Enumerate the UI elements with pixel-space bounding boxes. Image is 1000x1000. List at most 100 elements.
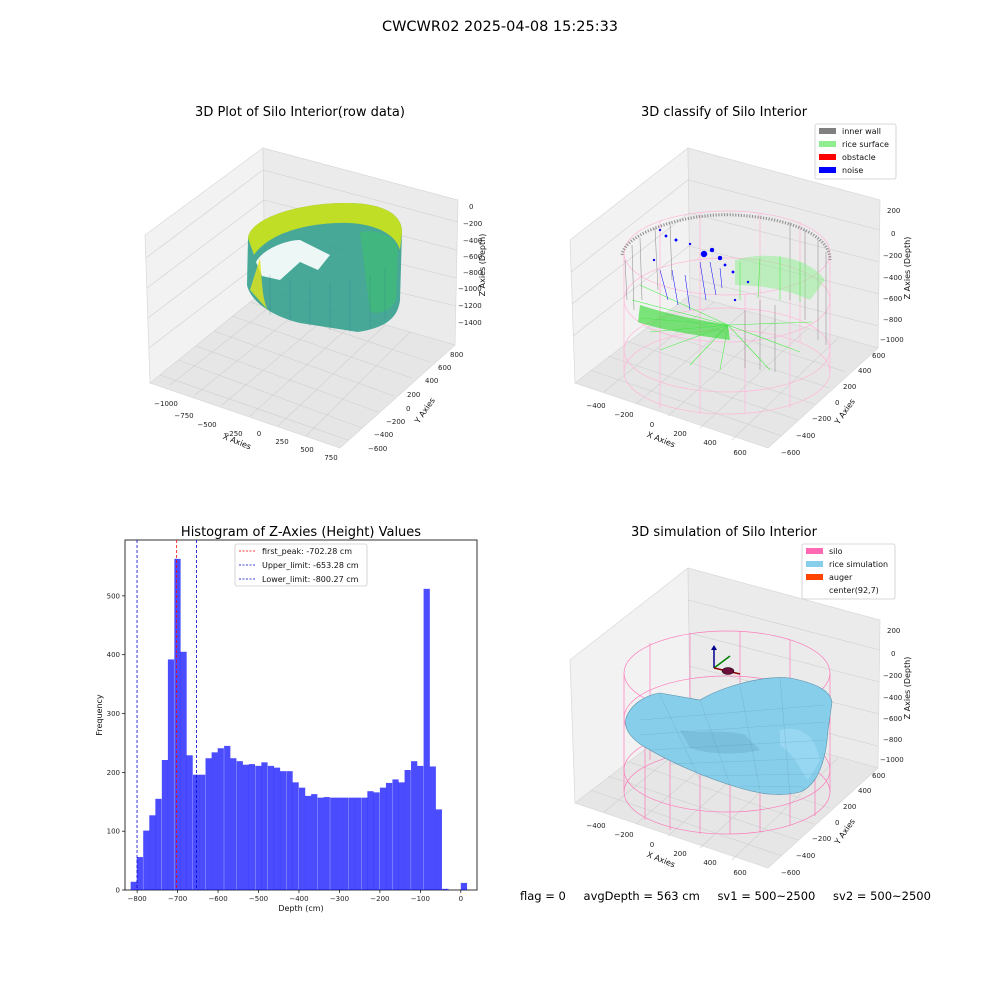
histogram-bar xyxy=(161,760,169,890)
histogram-bars xyxy=(130,558,468,890)
histogram-xtick-label: −500 xyxy=(249,895,268,903)
simulation-xtick: −200 xyxy=(614,831,633,839)
histogram-bar xyxy=(342,797,349,890)
classify-ytick: −200 xyxy=(812,415,831,423)
histogram-reference-lines xyxy=(136,540,197,890)
legend-swatch-obstacle xyxy=(819,154,836,160)
classify-ytick: 0 xyxy=(835,399,839,407)
histogram-bar xyxy=(361,797,368,890)
raw-ytick: 0 xyxy=(406,405,410,413)
classify-ytick: −400 xyxy=(796,432,815,440)
simulation-ztick: 0 xyxy=(891,650,895,658)
histogram-xtick-label: −200 xyxy=(370,895,389,903)
legend-label: rice simulation xyxy=(829,560,888,569)
legend-swatch-noise xyxy=(819,167,836,173)
raw-xtick: −1000 xyxy=(154,400,178,408)
raw-ytick: −200 xyxy=(386,418,405,426)
classify-zlabel: Z Axies (Depth) xyxy=(903,237,912,300)
histogram-ytick-label: 500 xyxy=(107,592,120,600)
classify-silo-wireframe xyxy=(623,210,831,415)
raw-ztick: −800 xyxy=(463,269,482,277)
raw-y-ticks: −600 −400 −200 0 200 400 600 800 xyxy=(368,351,463,453)
histogram-bar xyxy=(211,752,218,890)
simulation-ztick: −600 xyxy=(883,715,902,723)
histogram-y-ticks: 0 100 200 300 400 500 xyxy=(107,592,125,895)
histogram-bar xyxy=(298,787,306,890)
raw-xtick: 500 xyxy=(300,446,313,454)
histogram-bar xyxy=(404,770,411,890)
classify-rice-surface xyxy=(631,255,825,371)
classify-ztick: −200 xyxy=(883,252,902,260)
histogram-ytick-label: 300 xyxy=(107,710,120,718)
histogram-bar xyxy=(136,857,143,890)
histogram-bar xyxy=(348,797,355,890)
simulation-ytick: 0 xyxy=(835,819,839,827)
classify-y-ticks: −600 −400 −200 0 200 400 600 xyxy=(781,352,885,457)
legend-label: noise xyxy=(842,166,863,175)
histogram-ytick-label: 200 xyxy=(107,769,120,777)
auger-marker xyxy=(721,667,735,675)
raw-xtick: −250 xyxy=(223,430,242,438)
histogram-bar xyxy=(186,755,193,890)
histogram-x-ticks: −800 −700 −600 −500 −400 −300 −200 −100 0 xyxy=(128,890,463,903)
legend-label: inner wall xyxy=(842,127,881,136)
histogram-bar xyxy=(392,779,399,890)
legend-swatch-auger xyxy=(806,574,823,580)
histogram-bar xyxy=(174,558,181,890)
simulation-ytick: −400 xyxy=(796,852,815,860)
raw-xtick: −500 xyxy=(197,421,216,429)
legend-label: Upper_limit: -653.28 cm xyxy=(262,561,359,570)
legend-swatch-rice-simulation xyxy=(806,561,823,567)
histogram-bar xyxy=(411,761,418,890)
raw-ztick: −400 xyxy=(463,237,482,245)
legend-swatch-rice-surface xyxy=(819,141,836,147)
simulation-xtick: −400 xyxy=(586,822,605,830)
panel-classify: 3D classify of Silo Interior xyxy=(569,105,912,457)
histogram-xtick-label: −700 xyxy=(168,895,187,903)
legend-label: first_peak: -702.28 cm xyxy=(262,547,352,556)
histogram-title: Histogram of Z-Axies (Height) Values xyxy=(181,525,421,540)
histogram-bar xyxy=(248,764,256,890)
classify-xtick: −200 xyxy=(614,411,633,419)
classify-ytick: 600 xyxy=(872,352,885,360)
histogram-bar xyxy=(423,588,430,890)
histogram-bar xyxy=(279,771,287,890)
classify-ztick: −800 xyxy=(883,316,902,324)
raw-xtick: −750 xyxy=(174,412,193,420)
raw-ytick: −400 xyxy=(374,431,393,439)
simulation-ytick: 400 xyxy=(858,787,871,795)
raw-xtick: 0 xyxy=(257,430,261,438)
classify-axes-box xyxy=(569,147,881,449)
avg-depth-text: avgDepth = 563 cm xyxy=(583,889,700,903)
histogram-bar xyxy=(336,797,343,890)
raw-ztick: −1200 xyxy=(458,302,482,310)
classify-ztick: −1000 xyxy=(880,336,904,344)
raw-ytick: 800 xyxy=(450,351,463,359)
classify-legend: inner wall rice surface obstacle noise xyxy=(814,123,897,180)
simulation-ztick: 200 xyxy=(887,627,900,635)
simulation-ztick: −1000 xyxy=(880,756,904,764)
histogram-bar xyxy=(255,765,262,890)
classify-ztick: −400 xyxy=(883,274,902,282)
histogram-bar xyxy=(292,782,299,890)
histogram-bar xyxy=(155,798,162,890)
simulation-z-ticks: 200 0 −200 −400 −600 −800 −1000 xyxy=(880,627,904,764)
histogram-bar xyxy=(330,797,337,890)
raw-point-cloud xyxy=(247,202,402,332)
center-axis-y xyxy=(713,655,731,669)
histogram-bar xyxy=(180,651,187,890)
classify-xtick: 0 xyxy=(650,421,654,429)
histogram-ytick-label: 100 xyxy=(107,828,120,836)
classify-z-ticks: 200 0 −200 −400 −600 −800 −1000 xyxy=(880,207,904,344)
raw-title: 3D Plot of Silo Interior(row data) xyxy=(195,105,405,120)
legend-label: auger xyxy=(829,573,853,582)
legend-label: center(92,7) xyxy=(829,586,879,595)
panel-raw: 3D Plot of Silo Interior(row data) xyxy=(144,105,487,462)
panel-histogram: Histogram of Z-Axies (Height) Values −80… xyxy=(95,525,478,913)
simulation-ztick: −200 xyxy=(883,672,902,680)
classify-xtick: 200 xyxy=(673,430,686,438)
classify-ytick: 400 xyxy=(858,367,871,375)
histogram-bar xyxy=(205,758,212,890)
classify-ytick: −600 xyxy=(781,449,800,457)
simulation-xtick: 200 xyxy=(673,850,686,858)
